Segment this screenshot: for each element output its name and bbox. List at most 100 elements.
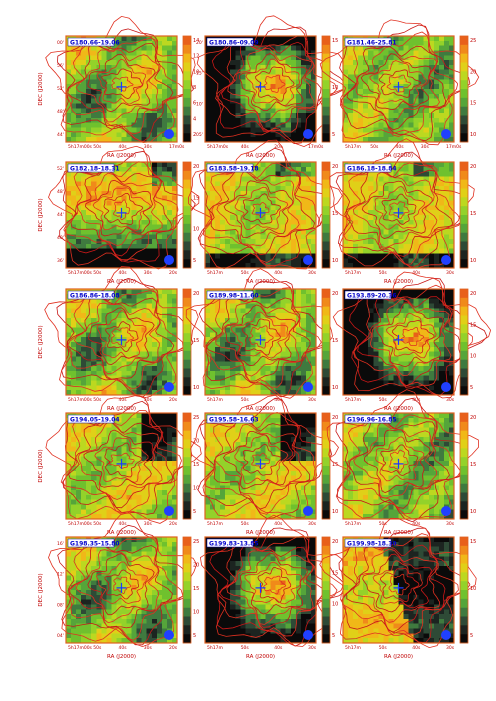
panel-frame [65, 161, 178, 269]
ra-tick-label: 40s [119, 397, 128, 403]
ra-tick-label: 5h17m00s [68, 521, 93, 527]
contour-line [352, 171, 438, 248]
ra-tick-label: 20s [274, 144, 283, 150]
dec-tick-label: 44' [57, 212, 64, 218]
dec-tick-label: 10' [196, 101, 203, 107]
colorbar-tick-label: 10 [193, 486, 199, 492]
contour-line [108, 452, 135, 469]
contour-line [209, 168, 315, 256]
ra-tick-label: 30s [308, 521, 317, 527]
ra-tick-label: 40s [119, 270, 128, 276]
colorbar-tick-label: 10 [470, 132, 476, 138]
colorbar [182, 35, 192, 143]
contour-line [105, 321, 139, 353]
y-axis-label: DEC (J2000) [38, 72, 44, 105]
ra-tick-label: 20s [169, 521, 178, 527]
dec-tick-label: 48' [57, 109, 64, 115]
contour-line [241, 318, 281, 356]
colorbar-tick-label: 10 [193, 69, 199, 75]
ra-tick-label: 40s [274, 645, 283, 651]
panel-frame [204, 288, 317, 396]
colorbar-tick-label: 10 [470, 354, 476, 360]
contour-line [242, 443, 282, 476]
panel-frame [65, 412, 178, 520]
colorbar-tick-label: 10 [470, 586, 476, 592]
colorbar-tick-label: 5 [193, 509, 196, 515]
ra-tick-label: 30s [144, 397, 153, 403]
contour-line [355, 46, 440, 123]
colorbar-tick-label: 10 [332, 602, 338, 608]
map-panel [319, 19, 480, 146]
ra-tick-label: 30s [144, 144, 153, 150]
contour-line [369, 60, 427, 106]
source-label-box [67, 163, 115, 173]
ra-tick-label: 40s [396, 144, 405, 150]
colorbar-tick-label: 15 [470, 211, 476, 217]
source-label-box [206, 414, 254, 424]
x-axis-label: RA (J2000) [107, 530, 136, 536]
contour-line [400, 326, 425, 347]
dec-tick-label: 44' [57, 132, 64, 138]
contour-line [239, 552, 308, 615]
contour-line [372, 560, 423, 607]
beam-circle [164, 630, 174, 640]
source-label: G181.46-25.81 [347, 40, 397, 47]
x-axis-label: RA (J2000) [107, 279, 136, 285]
contour-line [68, 542, 173, 629]
ra-tick-label: 40s [412, 270, 421, 276]
source-label-box [67, 37, 115, 47]
contour-line [363, 429, 431, 494]
ra-tick-label: 50s [93, 270, 102, 276]
contour-line [374, 185, 426, 230]
colorbar-tick-label: 15 [470, 101, 476, 107]
ra-tick-label: 50s [379, 645, 388, 651]
source-label: G196.96-16.85 [347, 417, 397, 424]
cross-marker [116, 207, 127, 218]
contour-line [385, 312, 437, 359]
contour-line [234, 186, 289, 231]
colorbar-tick-label: 15 [193, 586, 199, 592]
source-label-box [344, 414, 392, 424]
contour-line [104, 442, 143, 478]
dec-tick-label: 05' [196, 132, 203, 138]
y-axis-label: DEC (J2000) [38, 449, 44, 482]
contour-line [45, 15, 196, 144]
cross-marker [393, 458, 404, 469]
colorbar-tick-label: 15 [332, 570, 338, 576]
source-label: G199.83-13.85 [209, 541, 259, 548]
colorbar-tick-label: 15 [470, 539, 476, 545]
contour-line [263, 74, 286, 93]
dec-tick-label: 56' [57, 63, 64, 69]
contour-line [59, 150, 196, 263]
contour-line [87, 54, 156, 113]
colorbar-tick-label: 20 [332, 539, 338, 545]
dec-tick-label: 15' [196, 71, 203, 77]
colorbar-tick-label: 20 [193, 291, 199, 297]
beam-circle [164, 506, 174, 516]
colorbar-tick-label: 25 [193, 415, 199, 421]
y-axis-label: DEC (J2000) [38, 573, 44, 606]
x-axis-label: RA (J2000) [246, 406, 275, 412]
contour-line [335, 397, 467, 523]
colorbar [182, 412, 192, 520]
source-label-box [67, 414, 115, 424]
colorbar-tick-label: 5 [470, 633, 473, 639]
contour-line [213, 417, 311, 510]
colorbar [459, 536, 469, 644]
source-label: G195.58-16.63 [209, 417, 259, 424]
contour-line [95, 561, 149, 604]
dec-tick-label: 48' [57, 189, 64, 195]
colorbar-tick-label: 15 [332, 338, 338, 344]
source-label-box [67, 538, 115, 548]
colorbar-tick-label: 5 [193, 258, 196, 264]
contour-line [244, 561, 302, 605]
ra-tick-label: 30s [421, 144, 430, 150]
colorbar-tick-label: 5 [332, 633, 335, 639]
cross-marker [255, 207, 266, 218]
colorbar-tick-label: 25 [193, 539, 199, 545]
contour-line [85, 179, 153, 237]
contour-line [223, 430, 294, 489]
colorbar-tick-label: 2 [193, 132, 196, 138]
dec-tick-label: 52' [57, 86, 64, 92]
ra-tick-label: 40s [412, 645, 421, 651]
